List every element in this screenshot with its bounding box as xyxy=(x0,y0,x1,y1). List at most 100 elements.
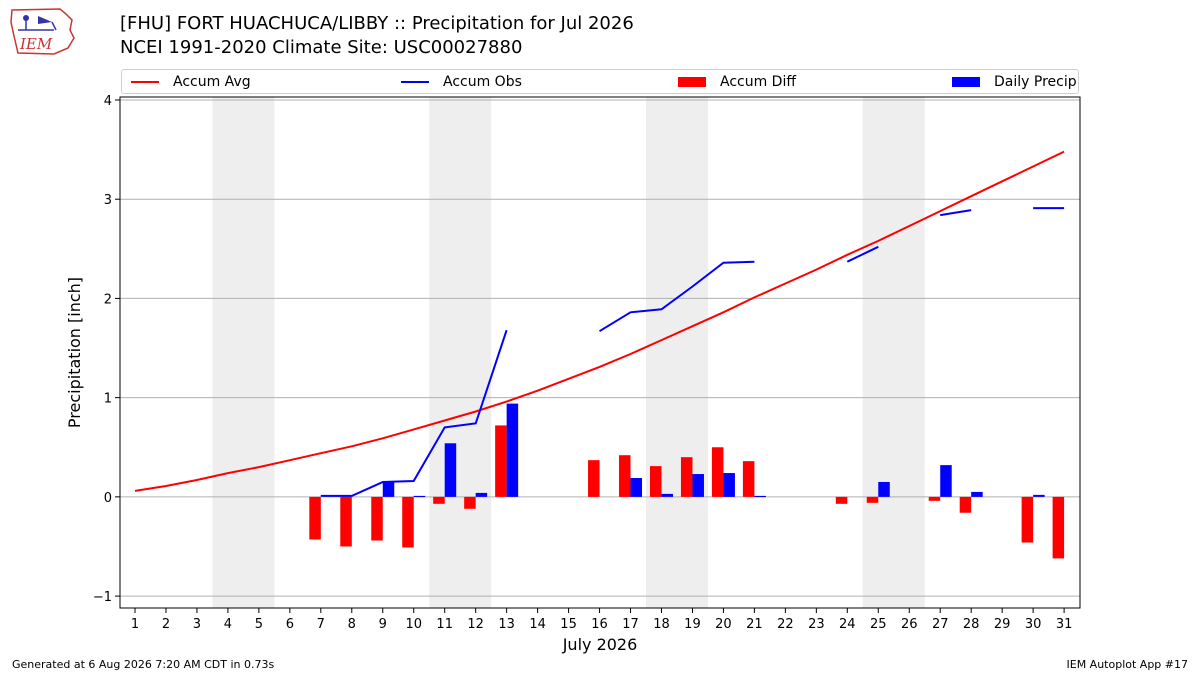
x-tick-label: 3 xyxy=(193,617,201,632)
daily-precip-bar xyxy=(754,495,766,498)
weekend-shade xyxy=(645,97,708,608)
accum-diff-bar xyxy=(464,496,476,509)
weekend-shade xyxy=(212,97,275,608)
x-tick-label: 18 xyxy=(653,617,670,632)
accum-diff-bar xyxy=(866,496,879,503)
x-tick-label: 16 xyxy=(591,617,608,632)
x-tick-label: 2 xyxy=(162,617,170,632)
legend-label-accum-diff: Accum Diff xyxy=(720,74,797,90)
daily-precip-bar xyxy=(382,481,395,497)
accum-diff-bar xyxy=(711,447,724,497)
daily-precip-bar xyxy=(1033,494,1045,497)
legend-swatch-daily-precip xyxy=(952,77,980,87)
daily-precip-bar xyxy=(413,495,426,498)
legend-label-daily-precip: Daily Precip xyxy=(994,74,1077,90)
weekend-shade xyxy=(429,97,492,608)
accum-diff-bar xyxy=(928,496,941,501)
legend-swatch-accum-diff xyxy=(678,77,706,87)
daily-precip-bar xyxy=(661,493,673,497)
y-tick-label: −1 xyxy=(93,590,112,605)
x-tick-label: 29 xyxy=(994,617,1011,632)
x-tick-label: 9 xyxy=(379,617,387,632)
chart-subtitle: NCEI 1991-2020 Climate Site: USC00027880 xyxy=(120,37,523,58)
generated-timestamp: Generated at 6 Aug 2026 7:20 AM CDT in 0… xyxy=(12,658,275,671)
x-tick-label: 31 xyxy=(1056,617,1073,632)
x-tick-label: 10 xyxy=(405,617,422,632)
x-tick-label: 17 xyxy=(622,617,639,632)
x-tick-label: 24 xyxy=(839,617,856,632)
x-tick-label: 1 xyxy=(131,617,139,632)
svg-text:IEM: IEM xyxy=(19,35,53,53)
x-tick-label: 7 xyxy=(317,617,325,632)
x-tick-label: 25 xyxy=(870,617,887,632)
legend: Accum Avg Accum Obs Accum Diff Daily Pre… xyxy=(121,69,1079,94)
chart-title: [FHU] FORT HUACHUCA/LIBBY :: Precipitati… xyxy=(120,13,634,34)
x-tick-label: 20 xyxy=(715,617,732,632)
daily-precip-bar xyxy=(940,465,952,497)
x-tick-label: 21 xyxy=(746,617,763,632)
accum-obs-line xyxy=(598,260,755,333)
x-tick-label: 14 xyxy=(529,617,546,632)
accum-diff-bar xyxy=(742,461,755,497)
y-tick-label: 1 xyxy=(104,392,112,407)
legend-swatch-accum-avg xyxy=(131,81,159,83)
legend-item-daily-precip: Daily Precip xyxy=(952,73,1077,91)
accum-diff-bar xyxy=(835,496,848,504)
x-tick-label: 13 xyxy=(498,617,515,632)
daily-precip-bar xyxy=(506,403,519,497)
accum-diff-bar xyxy=(588,460,600,497)
accum-diff-bar xyxy=(649,466,662,497)
iem-logo: IEM xyxy=(10,8,75,55)
x-tick-label: 28 xyxy=(963,617,980,632)
x-tick-label: 5 xyxy=(255,617,263,632)
legend-label-accum-avg: Accum Avg xyxy=(173,74,251,90)
accum-diff-bar xyxy=(433,496,445,504)
daily-precip-bar xyxy=(971,491,983,497)
daily-precip-bar xyxy=(692,474,704,497)
daily-precip-bar xyxy=(444,443,457,497)
accum-diff-bar xyxy=(495,425,507,497)
accum-diff-bar xyxy=(340,496,352,547)
daily-precip-bar xyxy=(878,481,890,497)
x-tick-label: 6 xyxy=(286,617,294,632)
y-axis-label: Precipitation [inch] xyxy=(65,277,84,428)
accum-diff-bar xyxy=(371,496,383,541)
accum-diff-bar xyxy=(1052,496,1065,559)
x-tick-label: 12 xyxy=(467,617,484,632)
accum-obs-line xyxy=(320,329,508,497)
legend-item-accum-diff: Accum Diff xyxy=(678,73,796,91)
daily-precip-bar xyxy=(723,473,735,497)
x-tick-label: 4 xyxy=(224,617,232,632)
legend-item-accum-obs: Accum Obs xyxy=(401,73,522,91)
accum-diff-bar xyxy=(1021,496,1034,543)
accum-diff-bar xyxy=(959,496,972,513)
accum-diff-bar xyxy=(619,455,631,497)
y-tick-label: 2 xyxy=(104,292,112,307)
accum-diff-bar xyxy=(402,496,414,548)
x-tick-label: 22 xyxy=(777,617,794,632)
x-tick-label: 8 xyxy=(348,617,356,632)
x-axis-label: July 2026 xyxy=(562,635,638,654)
y-tick-label: 0 xyxy=(104,491,112,506)
legend-label-accum-obs: Accum Obs xyxy=(443,74,522,90)
y-tick-label: 3 xyxy=(104,193,112,208)
accum-obs-line xyxy=(940,209,972,217)
daily-precip-bar xyxy=(630,478,643,497)
legend-item-accum-avg: Accum Avg xyxy=(131,73,251,91)
x-tick-label: 27 xyxy=(932,617,949,632)
x-tick-label: 23 xyxy=(808,617,825,632)
x-tick-label: 19 xyxy=(684,617,701,632)
accum-diff-bar xyxy=(309,496,321,540)
y-tick-label: 4 xyxy=(104,94,112,109)
accum-avg-line xyxy=(134,150,1065,492)
app-label: IEM Autoplot App #17 xyxy=(1066,658,1189,671)
accum-diff-bar xyxy=(680,457,693,497)
weekend-shade xyxy=(862,97,925,608)
accum-obs-line xyxy=(846,245,879,263)
x-tick-label: 30 xyxy=(1025,617,1042,632)
x-tick-label: 11 xyxy=(436,617,453,632)
legend-swatch-accum-obs xyxy=(401,81,429,83)
x-tick-label: 15 xyxy=(560,617,577,632)
x-tick-label: 26 xyxy=(901,617,918,632)
